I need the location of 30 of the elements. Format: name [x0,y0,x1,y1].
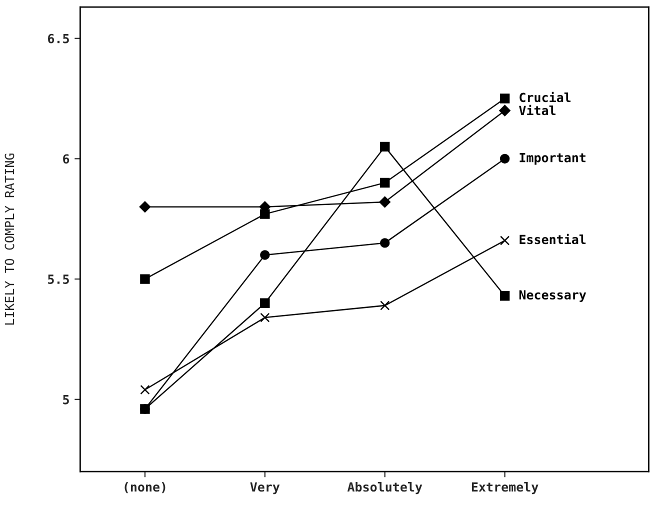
point [140,384,150,395]
y-tick-label: 5.5 [48,274,69,284]
point [260,298,270,308]
x-tick-label: (none) [124,482,166,494]
series-label: Vital [519,104,556,116]
point [500,291,510,301]
y-tick-label: 5 [63,395,69,404]
point [140,274,150,284]
point [380,300,390,310]
point [500,94,510,104]
x-tick-label: Extremely [472,482,538,494]
x-tick-label: Absolutely [347,482,422,494]
y-tick-label: 6.5 [48,34,69,44]
point [139,201,151,212]
point [380,142,390,152]
point [499,104,510,116]
y-axis-title: LIKELY TO COMPLY RATING [4,154,14,325]
point [500,236,510,246]
series-label: Important [520,153,586,165]
point [500,154,510,164]
point [260,250,270,260]
point [380,238,390,248]
series-label: Crucial [520,92,571,102]
point [260,312,270,322]
point [379,196,390,208]
x-tick-label: Very [250,482,280,494]
series-label: Necessary [519,290,586,302]
series-label: Essential [520,234,586,244]
y-tick-label: 6 [63,154,70,164]
point [380,178,390,188]
